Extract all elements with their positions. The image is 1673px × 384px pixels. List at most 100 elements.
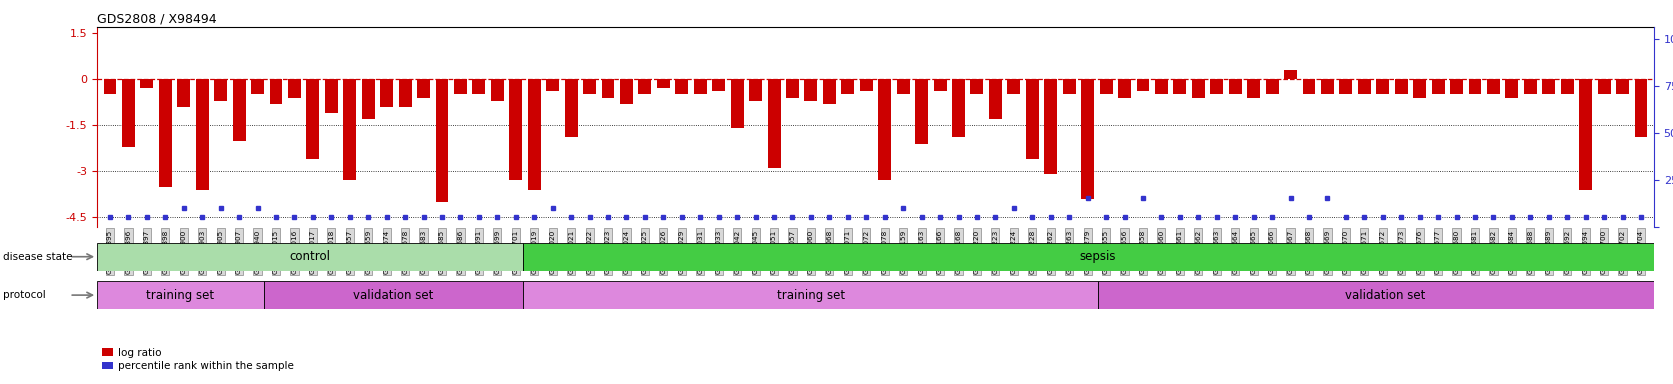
Bar bbox=[1412, 79, 1425, 98]
Bar bbox=[823, 79, 835, 104]
Bar bbox=[233, 79, 246, 141]
Bar bbox=[122, 79, 136, 147]
FancyBboxPatch shape bbox=[524, 243, 1671, 271]
Text: sepsis: sepsis bbox=[1079, 250, 1116, 263]
Bar bbox=[1504, 79, 1517, 98]
Bar bbox=[656, 79, 669, 88]
Bar bbox=[1559, 79, 1573, 94]
Bar bbox=[1099, 79, 1113, 94]
Bar bbox=[1026, 79, 1039, 159]
Bar bbox=[750, 79, 761, 101]
Bar bbox=[674, 79, 688, 94]
Bar bbox=[177, 79, 191, 107]
Bar bbox=[731, 79, 743, 128]
Bar bbox=[435, 79, 448, 202]
Bar bbox=[380, 79, 393, 107]
Bar bbox=[786, 79, 798, 98]
Bar bbox=[527, 79, 540, 190]
Bar bbox=[619, 79, 632, 104]
Bar bbox=[1614, 79, 1628, 94]
Bar bbox=[1486, 79, 1499, 94]
Bar bbox=[1578, 79, 1591, 190]
Bar bbox=[306, 79, 320, 159]
Bar bbox=[1467, 79, 1481, 94]
Bar bbox=[361, 79, 375, 119]
Bar bbox=[970, 79, 982, 94]
Bar bbox=[269, 79, 283, 104]
Bar bbox=[1394, 79, 1407, 94]
Text: disease state: disease state bbox=[3, 252, 74, 262]
Text: training set: training set bbox=[146, 289, 214, 301]
Bar bbox=[934, 79, 945, 91]
Bar bbox=[805, 79, 816, 101]
Bar bbox=[104, 79, 117, 94]
Text: validation set: validation set bbox=[1343, 289, 1424, 301]
Bar bbox=[1136, 79, 1149, 91]
Bar bbox=[1228, 79, 1241, 94]
Bar bbox=[1338, 79, 1352, 94]
Bar bbox=[472, 79, 485, 94]
Text: training set: training set bbox=[776, 289, 845, 301]
Bar bbox=[453, 79, 467, 94]
Bar bbox=[878, 79, 890, 180]
Bar bbox=[1062, 79, 1076, 94]
Bar bbox=[1081, 79, 1094, 199]
Bar bbox=[214, 79, 228, 101]
Bar bbox=[1449, 79, 1462, 94]
Bar bbox=[1283, 70, 1297, 79]
Bar bbox=[325, 79, 338, 113]
Text: validation set: validation set bbox=[353, 289, 433, 301]
Bar bbox=[1191, 79, 1205, 98]
FancyBboxPatch shape bbox=[1097, 281, 1671, 309]
Bar bbox=[693, 79, 706, 94]
FancyBboxPatch shape bbox=[97, 243, 524, 271]
Bar bbox=[196, 79, 209, 190]
Bar bbox=[1007, 79, 1019, 94]
Bar bbox=[842, 79, 853, 94]
Bar bbox=[251, 79, 264, 94]
Bar bbox=[637, 79, 651, 94]
FancyBboxPatch shape bbox=[264, 281, 524, 309]
Bar bbox=[897, 79, 908, 94]
Bar bbox=[141, 79, 154, 88]
Bar bbox=[1302, 79, 1315, 94]
Bar bbox=[159, 79, 172, 187]
Bar bbox=[1633, 79, 1646, 137]
Bar bbox=[1118, 79, 1131, 98]
Bar bbox=[601, 79, 614, 98]
Bar bbox=[1522, 79, 1536, 94]
Text: GDS2808 / X98494: GDS2808 / X98494 bbox=[97, 13, 216, 26]
Bar bbox=[952, 79, 964, 137]
Bar bbox=[1210, 79, 1223, 94]
Bar bbox=[417, 79, 430, 98]
Text: control: control bbox=[289, 250, 331, 263]
Bar bbox=[564, 79, 577, 137]
Bar bbox=[398, 79, 412, 107]
FancyBboxPatch shape bbox=[97, 281, 264, 309]
Legend: log ratio, percentile rank within the sample: log ratio, percentile rank within the sa… bbox=[102, 348, 294, 371]
Bar bbox=[989, 79, 1000, 119]
Bar bbox=[1044, 79, 1057, 174]
Bar bbox=[1375, 79, 1389, 94]
Bar bbox=[582, 79, 596, 94]
Bar bbox=[343, 79, 356, 180]
Bar bbox=[509, 79, 522, 180]
FancyBboxPatch shape bbox=[524, 281, 1097, 309]
Bar bbox=[1320, 79, 1333, 94]
Bar bbox=[768, 79, 780, 168]
Bar bbox=[1357, 79, 1370, 94]
Bar bbox=[1154, 79, 1168, 94]
Bar bbox=[288, 79, 301, 98]
Bar bbox=[1596, 79, 1609, 94]
Bar bbox=[915, 79, 927, 144]
Text: protocol: protocol bbox=[3, 290, 47, 300]
Bar bbox=[1173, 79, 1186, 94]
Bar bbox=[1430, 79, 1444, 94]
Bar bbox=[711, 79, 724, 91]
Bar bbox=[1265, 79, 1278, 94]
Bar bbox=[490, 79, 504, 101]
Bar bbox=[545, 79, 559, 91]
Bar bbox=[860, 79, 872, 91]
Bar bbox=[1541, 79, 1554, 94]
Bar bbox=[1246, 79, 1260, 98]
